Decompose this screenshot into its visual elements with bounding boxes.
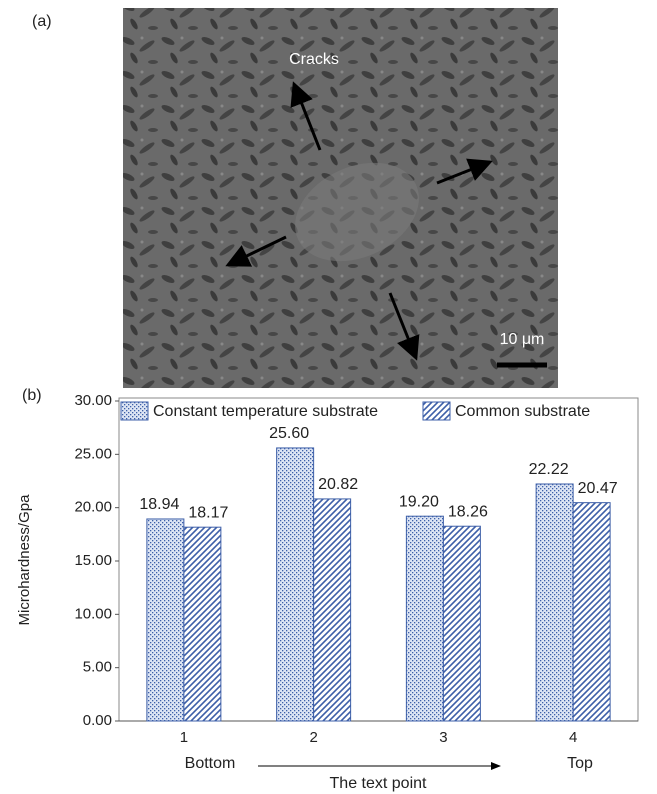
x-axis-label: The text point: [330, 775, 428, 792]
bar: [443, 526, 480, 721]
bar: [147, 519, 184, 721]
scale-bar-label: 10 μm: [500, 331, 545, 348]
value-label: 19.20: [399, 493, 439, 510]
y-tick-label: 20.00: [74, 499, 112, 516]
x-tick-label: 2: [309, 729, 317, 746]
figure: (a) Cracks 10 μm (b) Microhardness/Gpa B…: [0, 0, 657, 794]
x-tick-label: 4: [569, 729, 577, 746]
value-label: 25.60: [269, 425, 309, 442]
y-tick-label: 5.00: [83, 659, 112, 676]
value-label: 18.26: [448, 503, 488, 520]
legend-swatch: [423, 402, 450, 420]
panel-label: (a): [32, 13, 52, 30]
y-tick-label: 25.00: [74, 445, 112, 462]
value-label: 22.22: [529, 461, 569, 478]
y-tick-label: 10.00: [74, 605, 112, 622]
panel-label: (b): [22, 387, 42, 404]
bar: [536, 484, 573, 721]
x-tick-label: 1: [180, 729, 188, 746]
legend-swatch: [121, 402, 148, 420]
value-label: 18.17: [188, 504, 228, 521]
value-label: 20.82: [318, 476, 358, 493]
bar: [573, 503, 610, 721]
legend-label: Common substrate: [455, 403, 590, 420]
legend-item: Common substrate: [423, 402, 590, 420]
y-tick-label: 15.00: [74, 552, 112, 569]
x-end-label: Top: [567, 755, 593, 772]
value-label: 18.94: [139, 496, 179, 513]
bar: [406, 516, 443, 721]
legend-label: Constant temperature substrate: [153, 403, 378, 420]
x-tick-label: 3: [439, 729, 447, 746]
bar: [277, 448, 314, 721]
y-axis-label: Microhardness/Gpa: [16, 494, 33, 626]
annotation: Cracks: [289, 51, 339, 68]
sem-image: [123, 8, 558, 388]
bar: [184, 527, 221, 721]
value-label: 20.47: [578, 480, 618, 497]
bar: [314, 499, 351, 721]
legend-item: Constant temperature substrate: [121, 402, 378, 420]
y-tick-label: 0.00: [83, 712, 112, 729]
y-tick-label: 30.00: [74, 392, 112, 409]
x-start-label: Bottom: [185, 755, 236, 772]
